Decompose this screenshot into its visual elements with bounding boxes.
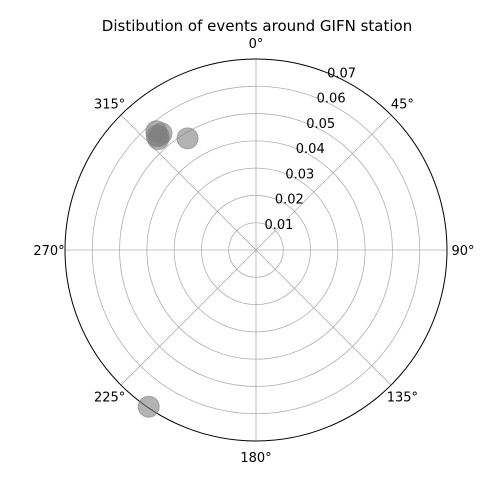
- r-tick-label: 0.04: [296, 142, 325, 157]
- r-tick-label: 0.06: [317, 92, 346, 107]
- grid-spoke-5: [120, 249, 257, 386]
- polar-grid: [64, 58, 448, 442]
- data-point: [176, 127, 199, 150]
- theta-tick-label: 180°: [240, 451, 271, 466]
- theta-tick-label: 0°: [249, 37, 264, 52]
- r-tick-label: 0.02: [275, 193, 304, 208]
- grid-spoke-7: [120, 114, 257, 251]
- data-point: [137, 395, 160, 418]
- theta-tick-label: 225°: [94, 390, 125, 405]
- data-points: [137, 120, 199, 418]
- theta-tick-label: 45°: [391, 98, 414, 113]
- theta-tick-label: 90°: [451, 244, 474, 259]
- grid-spoke-3: [255, 249, 392, 386]
- r-tick-label: 0.05: [306, 117, 335, 132]
- grid-spoke-1: [255, 114, 392, 251]
- theta-tick-label: 135°: [387, 390, 418, 405]
- angular-tick-labels: 0° 45° 90° 135° 180° 225° 270° 315°: [33, 37, 474, 466]
- r-tick-label: 0.01: [264, 218, 293, 233]
- polar-frame: [64, 58, 448, 442]
- theta-tick-label: 270°: [33, 244, 64, 259]
- theta-tick-label: 315°: [94, 98, 125, 113]
- r-tick-label: 0.03: [285, 167, 314, 182]
- r-tick-label: 0.07: [327, 67, 356, 82]
- chart-title: Distibution of events around GIFN statio…: [102, 17, 412, 35]
- radial-tick-labels: 0.01 0.02 0.03 0.04 0.05 0.06 0.07: [264, 67, 356, 233]
- data-point: [147, 128, 170, 151]
